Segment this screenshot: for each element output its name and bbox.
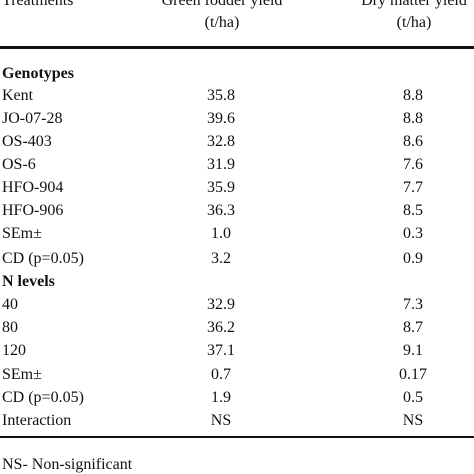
header-dry-matter: Dry matter yield	[361, 0, 467, 9]
table-row-label: CD (p=0.05)	[2, 389, 84, 406]
table-cell-dry: 7.6	[403, 156, 423, 173]
table-cell-green: 31.9	[207, 156, 235, 173]
table-cell-dry: 8.8	[403, 110, 423, 127]
table-cell-dry: 0.17	[399, 366, 427, 383]
header-dry-matter-unit: (t/ha)	[396, 14, 432, 31]
table-cell-dry: 0.3	[403, 225, 423, 242]
table-cell-dry: 8.8	[403, 87, 423, 104]
table-cell-dry: 7.3	[403, 296, 423, 313]
table-cell-dry: 8.6	[403, 133, 423, 150]
table-row-label: 120	[2, 342, 26, 359]
table-cell-dry: 0.9	[403, 250, 423, 267]
table-cell-green: 37.1	[207, 342, 235, 359]
table-cell-green: 3.2	[211, 250, 231, 267]
table-cell-dry: 0.5	[403, 389, 423, 406]
table-row-label: OS-6	[2, 156, 36, 173]
table-cell-green: 0.7	[211, 366, 231, 383]
table-row-label: Interaction	[2, 412, 72, 429]
header-treatments: Treatments	[2, 0, 74, 9]
table-row-label: SEm±	[2, 366, 42, 383]
table-cell-green: 32.8	[207, 133, 235, 150]
header-rule	[0, 46, 474, 49]
table-cell-green: 35.9	[207, 179, 235, 196]
footnote: NS- Non-significant	[2, 456, 133, 473]
table-row-label: 80	[2, 319, 18, 336]
table-cell-green: 32.9	[207, 296, 235, 313]
table-row-label: Kent	[2, 87, 34, 104]
table-cell-green: NS	[210, 412, 232, 429]
header-green-fodder-unit: (t/ha)	[204, 14, 240, 31]
table-cell-green: 36.2	[207, 319, 235, 336]
table-cell-dry: 8.7	[403, 319, 423, 336]
table-cell-dry: NS	[402, 412, 424, 429]
table-row-label: OS-403	[2, 133, 52, 150]
table-row-label: JO-07-28	[2, 110, 63, 127]
table-cell-dry: 8.5	[403, 202, 423, 219]
table-cell-green: 35.8	[207, 87, 235, 104]
table-row-label: CD (p=0.05)	[2, 250, 84, 267]
section-title-genotypes: Genotypes	[2, 65, 74, 82]
table-row-label: HFO-904	[2, 179, 64, 196]
table-cell-green: 39.6	[207, 110, 235, 127]
table-cell-dry: 7.7	[403, 179, 423, 196]
bottom-rule	[0, 436, 474, 438]
table-cell-green: 1.9	[211, 389, 231, 406]
table-row-label: 40	[2, 296, 18, 313]
header-green-fodder: Green fodder yield	[161, 0, 283, 9]
table-cell-green: 1.0	[211, 225, 231, 242]
table-cell-green: 36.3	[207, 202, 235, 219]
table-row-label: HFO-906	[2, 202, 64, 219]
section-title-n-levels: N levels	[2, 273, 55, 290]
table-cell-dry: 9.1	[403, 342, 423, 359]
table-row-label: SEm±	[2, 225, 42, 242]
